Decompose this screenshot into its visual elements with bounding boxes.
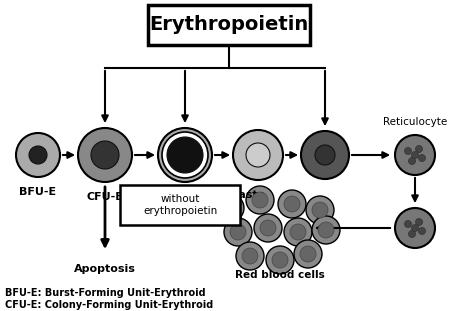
Circle shape xyxy=(294,240,322,268)
Circle shape xyxy=(78,128,132,182)
Text: Reticulocyte: Reticulocyte xyxy=(383,117,447,127)
Circle shape xyxy=(246,143,270,167)
Text: CFU-E: CFU-E xyxy=(87,192,123,202)
Circle shape xyxy=(416,219,423,225)
Circle shape xyxy=(416,146,423,152)
Circle shape xyxy=(272,252,288,268)
Circle shape xyxy=(266,246,294,274)
Circle shape xyxy=(233,130,283,180)
Circle shape xyxy=(224,218,252,246)
FancyBboxPatch shape xyxy=(148,5,310,45)
Circle shape xyxy=(411,151,418,159)
Circle shape xyxy=(91,141,119,169)
Text: Red blood cells: Red blood cells xyxy=(235,270,325,280)
Text: BFU-E: BFU-E xyxy=(20,187,56,197)
Circle shape xyxy=(167,137,203,173)
Circle shape xyxy=(29,146,47,164)
Circle shape xyxy=(216,194,244,222)
Circle shape xyxy=(278,190,306,218)
Circle shape xyxy=(252,192,268,208)
Circle shape xyxy=(158,128,212,182)
Text: without
erythropoietin: without erythropoietin xyxy=(143,194,217,216)
Circle shape xyxy=(404,147,411,155)
Circle shape xyxy=(246,186,274,214)
Circle shape xyxy=(242,248,258,264)
Circle shape xyxy=(404,220,411,228)
Circle shape xyxy=(395,208,435,248)
Circle shape xyxy=(284,196,300,212)
Circle shape xyxy=(284,218,312,246)
Circle shape xyxy=(260,220,276,236)
Circle shape xyxy=(318,222,334,238)
Circle shape xyxy=(167,137,203,173)
Text: Apoptosis: Apoptosis xyxy=(74,264,136,274)
Circle shape xyxy=(409,230,416,238)
Circle shape xyxy=(301,131,349,179)
Circle shape xyxy=(230,224,246,240)
Circle shape xyxy=(409,157,416,165)
Circle shape xyxy=(300,246,316,262)
Text: BFU-E: Burst-Forming Unit-Erythroid: BFU-E: Burst-Forming Unit-Erythroid xyxy=(5,288,206,298)
Circle shape xyxy=(254,214,282,242)
Text: Erythroblasts: Erythroblasts xyxy=(180,190,264,200)
Circle shape xyxy=(306,196,334,224)
Circle shape xyxy=(411,225,418,231)
Circle shape xyxy=(312,202,328,218)
Text: CFU-E: Colony-Forming Unit-Erythroid: CFU-E: Colony-Forming Unit-Erythroid xyxy=(5,300,213,310)
Circle shape xyxy=(162,132,208,178)
Circle shape xyxy=(290,224,306,240)
Circle shape xyxy=(236,242,264,270)
Text: Erythropoietin: Erythropoietin xyxy=(150,16,308,35)
Circle shape xyxy=(315,145,335,165)
Circle shape xyxy=(312,216,340,244)
Circle shape xyxy=(418,155,425,161)
FancyBboxPatch shape xyxy=(120,185,240,225)
Circle shape xyxy=(395,135,435,175)
Circle shape xyxy=(222,200,238,216)
Circle shape xyxy=(16,133,60,177)
Circle shape xyxy=(418,228,425,234)
